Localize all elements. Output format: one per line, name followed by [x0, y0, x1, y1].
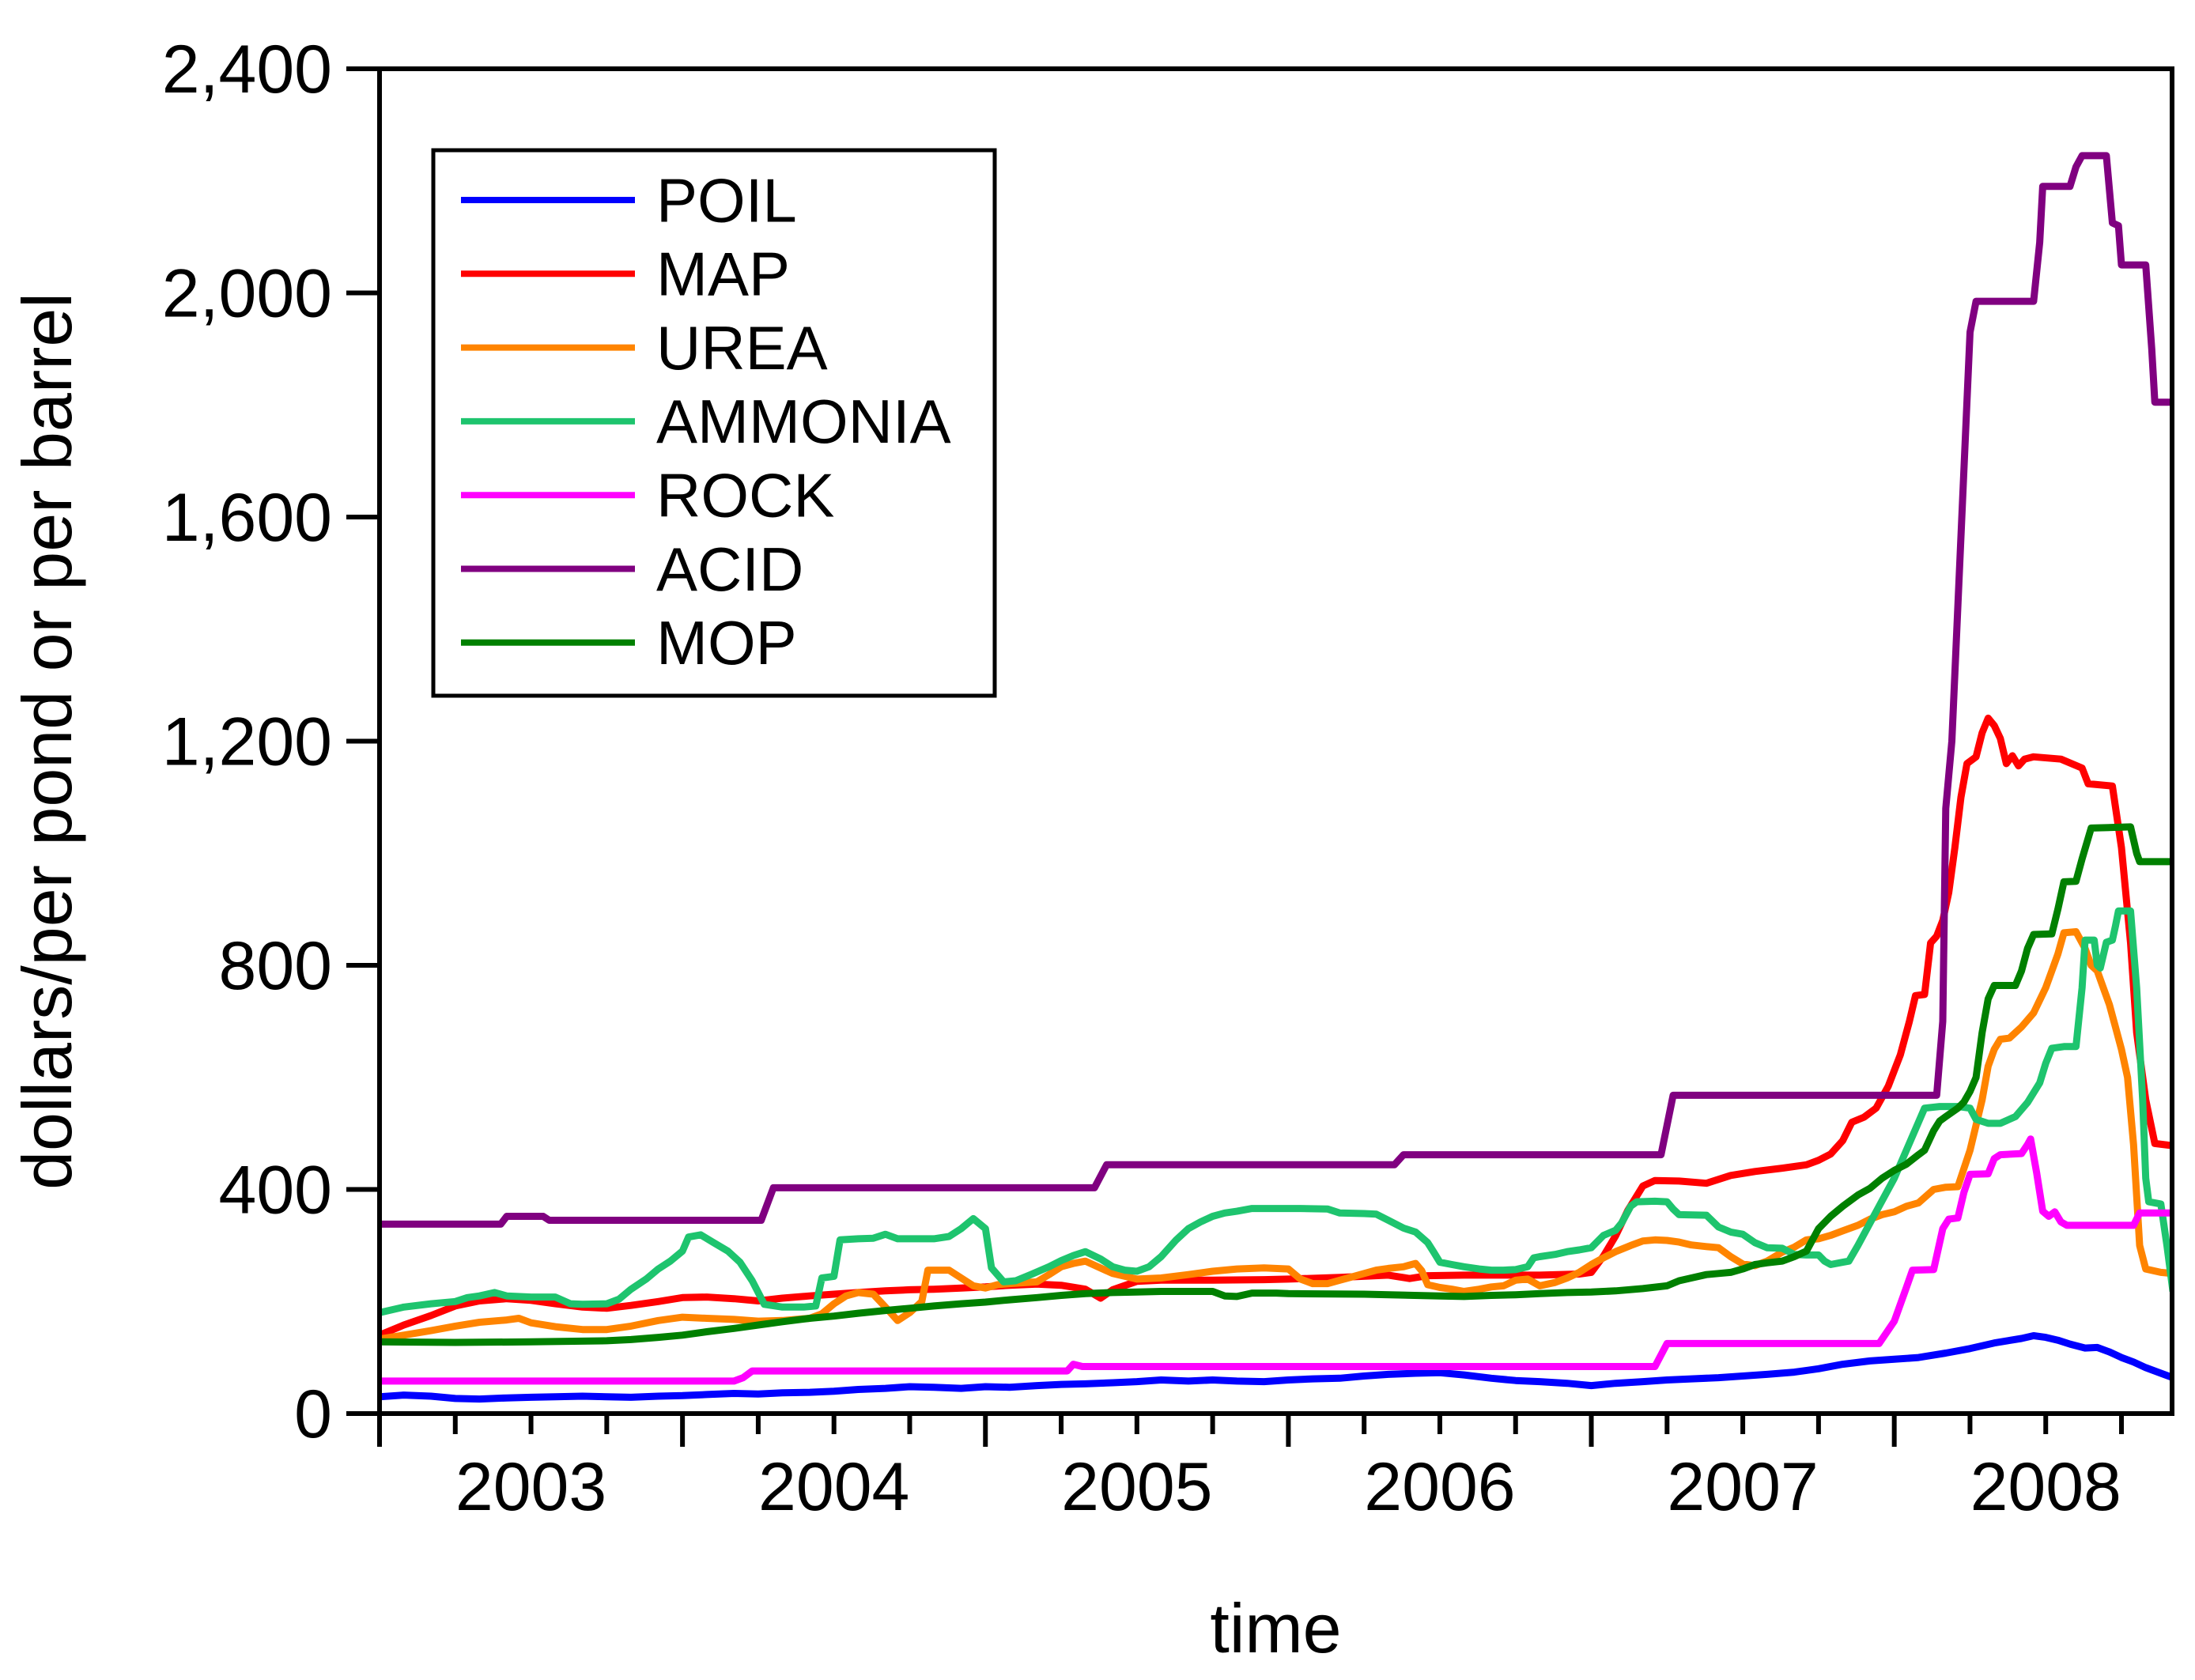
legend-label-poil: POIL: [656, 165, 797, 235]
legend-label-ammonia: AMMONIA: [656, 387, 951, 456]
y-tick-label-0: 0: [294, 1376, 332, 1452]
axis-ticks: [346, 66, 2125, 1447]
series-line-mop: [380, 823, 2172, 1346]
series-line-poil: [380, 1332, 2172, 1403]
legend-label-urea: UREA: [656, 313, 828, 383]
series-line-ammonia: [380, 907, 2172, 1316]
axis-tick-labels: 0 400 800 1,200 1,600 2,000 2,400 2003 2004 2005 2…: [162, 32, 2121, 1525]
y-tick-label-2400: 2,400: [162, 32, 332, 108]
x-tick-label-2003: 2003: [455, 1449, 606, 1525]
legend-label-acid: ACID: [656, 534, 803, 604]
legend-label-map: MAP: [656, 240, 790, 309]
y-tick-label-400: 400: [219, 1153, 333, 1229]
x-tick-label-2007: 2007: [1667, 1449, 1818, 1525]
series-line-urea: [380, 928, 2172, 1343]
y-tick-label-1600: 1,600: [162, 480, 332, 556]
series-line-map: [380, 714, 2172, 1338]
y-tick-label-800: 800: [219, 928, 333, 1004]
x-tick-label-2006: 2006: [1364, 1449, 1515, 1525]
series-line-acid: [380, 152, 2172, 1228]
legend-label-mop: MOP: [656, 608, 797, 678]
x-tick-label-2005: 2005: [1061, 1449, 1212, 1525]
plot-frame: [377, 66, 2174, 1416]
y-tick-label-1200: 1,200: [162, 704, 332, 780]
series-line-rock: [380, 1135, 2172, 1385]
x-axis-title: time: [1210, 1589, 1341, 1667]
data-series: [380, 152, 2172, 1403]
legend-label-rock: ROCK: [656, 461, 834, 530]
y-axis-title: dollars/per pond or per barrel: [8, 293, 86, 1190]
x-tick-label-2004: 2004: [758, 1449, 909, 1525]
x-tick-label-2008: 2008: [1970, 1449, 2121, 1525]
y-tick-label-2000: 2,000: [162, 256, 332, 332]
